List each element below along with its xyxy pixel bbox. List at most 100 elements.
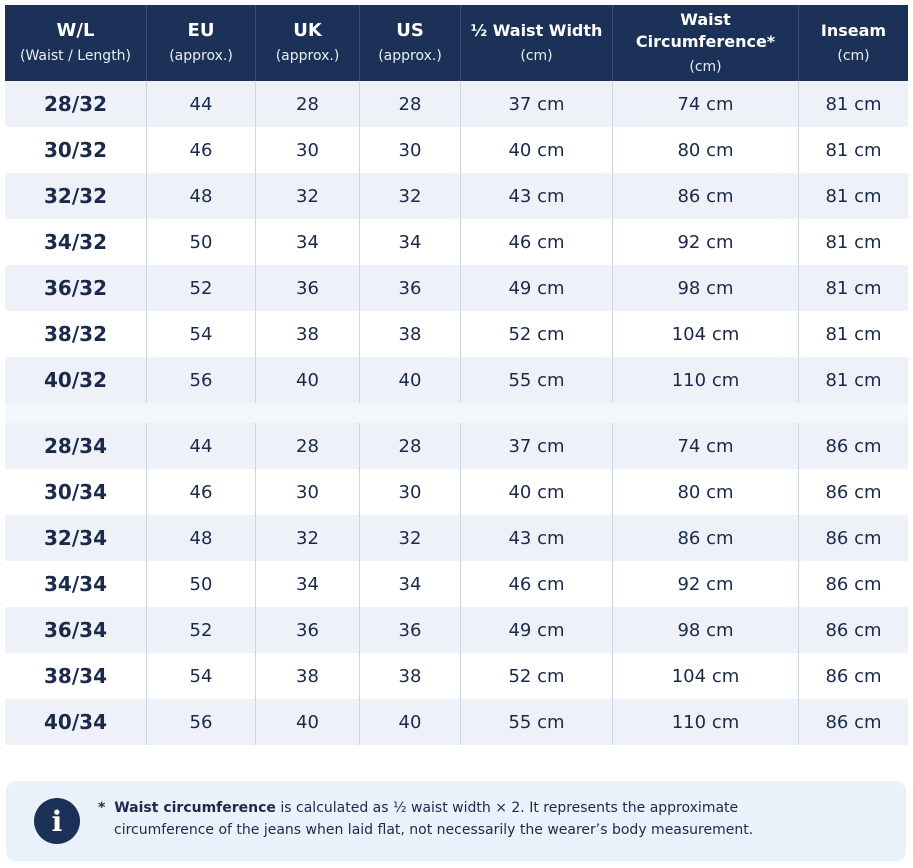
table-cell: 56	[146, 357, 255, 403]
table-cell: 30	[359, 469, 460, 515]
footnote-line-2: circumference of the jeans when laid fla…	[114, 822, 754, 838]
footnote-line-1-rest: is calculated as ½ waist width × 2. It r…	[275, 800, 739, 816]
table-cell: 81 cm	[798, 265, 908, 311]
table-cell: 36	[359, 607, 460, 653]
table-row: 28/34 44 28 28 37 cm 74 cm 86 cm	[5, 423, 908, 469]
table-cell: 28	[359, 81, 460, 127]
table-cell: 104 cm	[612, 653, 798, 699]
header-title: EU	[187, 20, 215, 41]
table-row: 38/32 54 38 38 52 cm 104 cm 81 cm	[5, 311, 908, 357]
table-cell: 28	[255, 423, 359, 469]
table-cell: 32	[359, 173, 460, 219]
header-subtitle: (cm)	[689, 59, 722, 75]
table-row: 34/34 50 34 34 46 cm 92 cm 86 cm	[5, 561, 908, 607]
table-cell: 50	[146, 561, 255, 607]
table-cell: 80 cm	[612, 127, 798, 173]
table-cell: 98 cm	[612, 265, 798, 311]
table-cell: 28	[359, 423, 460, 469]
table-cell: 55 cm	[460, 357, 612, 403]
size-label-cell: 38/32	[44, 322, 107, 346]
table-cell: 86 cm	[798, 515, 908, 561]
table-cell: 81 cm	[798, 357, 908, 403]
table-cell: 43 cm	[460, 515, 612, 561]
size-label-cell: 36/34	[44, 618, 107, 642]
header-waist-circumference: Waist Circumference* (cm)	[612, 5, 798, 81]
header-wl: W/L (Waist / Length)	[5, 5, 146, 81]
size-chart-table: W/L (Waist / Length) EU (approx.) UK (ap…	[5, 5, 908, 745]
table-row: 36/32 52 36 36 49 cm 98 cm 81 cm	[5, 265, 908, 311]
table-cell: 43 cm	[460, 173, 612, 219]
table-cell: 110 cm	[612, 357, 798, 403]
table-cell: 55 cm	[460, 699, 612, 745]
table-cell: 30	[255, 469, 359, 515]
table-cell: 52	[146, 265, 255, 311]
table-cell: 38	[255, 653, 359, 699]
size-label-cell: 28/32	[44, 92, 107, 116]
table-cell: 28	[255, 81, 359, 127]
table-cell: 81 cm	[798, 81, 908, 127]
table-row: 32/34 48 32 32 43 cm 86 cm 86 cm	[5, 515, 908, 561]
footnote-term: Waist circumference	[114, 800, 276, 816]
table-row: 36/34 52 36 36 49 cm 98 cm 86 cm	[5, 607, 908, 653]
table-cell: 92 cm	[612, 561, 798, 607]
footnote-line-1: * Waist circumference is calculated as ½…	[98, 797, 888, 819]
table-cell: 46 cm	[460, 219, 612, 265]
table-cell: 86 cm	[612, 515, 798, 561]
size-label-cell: 40/32	[44, 368, 107, 392]
table-cell: 86 cm	[798, 561, 908, 607]
table-cell: 40	[359, 357, 460, 403]
table-cell: 54	[146, 653, 255, 699]
header-eu: EU (approx.)	[146, 5, 255, 81]
table-cell: 48	[146, 515, 255, 561]
header-inseam: Inseam (cm)	[798, 5, 908, 81]
size-label-cell: 30/32	[44, 138, 107, 162]
table-row: 30/32 46 30 30 40 cm 80 cm 81 cm	[5, 127, 908, 173]
header-subtitle: (cm)	[520, 48, 553, 64]
table-row: 32/32 48 32 32 43 cm 86 cm 81 cm	[5, 173, 908, 219]
table-cell: 37 cm	[460, 423, 612, 469]
table-row: 30/34 46 30 30 40 cm 80 cm 86 cm	[5, 469, 908, 515]
table-cell: 74 cm	[612, 423, 798, 469]
table-cell: 86 cm	[798, 699, 908, 745]
header-title: Waist Circumference*	[635, 10, 776, 51]
size-label-cell: 28/34	[44, 434, 107, 458]
header-title: Inseam	[820, 21, 887, 40]
table-cell: 34	[359, 219, 460, 265]
table-cell: 36	[255, 265, 359, 311]
header-title: ½ Waist Width	[470, 21, 603, 40]
table-cell: 86 cm	[798, 423, 908, 469]
size-label-cell: 38/34	[44, 664, 107, 688]
table-cell: 56	[146, 699, 255, 745]
table-cell: 46 cm	[460, 561, 612, 607]
table-header: W/L (Waist / Length) EU (approx.) UK (ap…	[5, 5, 908, 81]
table-cell: 50	[146, 219, 255, 265]
header-subtitle: (cm)	[837, 48, 870, 64]
table-body: 28/32 44 28 28 37 cm 74 cm 81 cm 30/32 46 30 30 40 …	[5, 81, 908, 745]
table-cell: 52 cm	[460, 653, 612, 699]
footnote-text: * Waist circumference is calculated as ½…	[98, 797, 888, 841]
size-label-cell: 34/32	[44, 230, 107, 254]
table-cell: 32	[359, 515, 460, 561]
header-half-waist: ½ Waist Width (cm)	[460, 5, 612, 81]
table-cell: 81 cm	[798, 173, 908, 219]
table-cell: 81 cm	[798, 127, 908, 173]
size-label-cell: 30/34	[44, 480, 107, 504]
table-row: 28/32 44 28 28 37 cm 74 cm 81 cm	[5, 81, 908, 127]
header-subtitle: (Waist / Length)	[19, 48, 132, 64]
table-cell: 80 cm	[612, 469, 798, 515]
table-cell: 32	[255, 515, 359, 561]
footnote-asterisk: *	[98, 800, 106, 816]
table-cell: 104 cm	[612, 311, 798, 357]
info-icon: i	[34, 798, 80, 844]
header-title: US	[396, 20, 424, 41]
table-cell: 40 cm	[460, 469, 612, 515]
header-subtitle: (approx.)	[275, 48, 340, 64]
table-cell: 86 cm	[798, 607, 908, 653]
table-cell: 46	[146, 469, 255, 515]
size-label-cell: 32/32	[44, 184, 107, 208]
table-cell: 40 cm	[460, 127, 612, 173]
header-subtitle: (approx.)	[169, 48, 233, 64]
table-row: 38/34 54 38 38 52 cm 104 cm 86 cm	[5, 653, 908, 699]
table-cell: 30	[255, 127, 359, 173]
size-label-cell: 40/34	[44, 710, 107, 734]
